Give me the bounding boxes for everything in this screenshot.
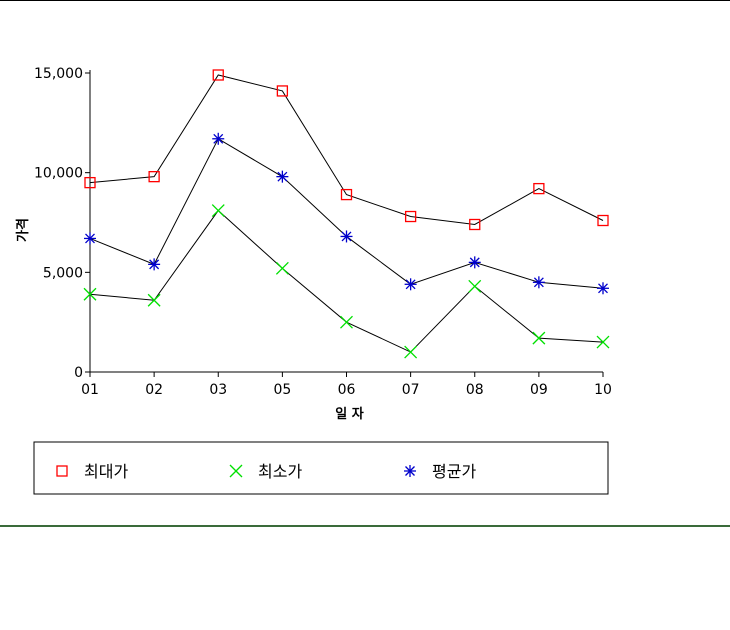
y-tick-labels: 0 5,000 10,000 15,000 bbox=[34, 66, 83, 381]
data-point bbox=[275, 261, 289, 275]
legend-label: 최소가 bbox=[258, 462, 302, 481]
x-tick-label: 10 bbox=[594, 382, 612, 398]
data-point bbox=[468, 256, 481, 269]
data-point bbox=[212, 69, 224, 81]
data-point bbox=[84, 176, 96, 189]
legend-marker bbox=[229, 464, 243, 478]
data-point bbox=[340, 315, 353, 329]
x-tick-label: 03 bbox=[209, 382, 227, 398]
data-point bbox=[469, 218, 481, 231]
x-tick-label: 06 bbox=[338, 382, 356, 398]
data-point bbox=[597, 214, 609, 227]
x-tick-labels: 01 02 03 05 06 07 08 09 10 bbox=[81, 382, 612, 398]
data-point bbox=[276, 170, 289, 183]
series-line bbox=[89, 138, 604, 289]
data-point bbox=[211, 204, 225, 217]
legend-item: 최소가 bbox=[229, 462, 302, 481]
legend-item: 최대가 bbox=[56, 462, 128, 481]
legend-label: 평균가 bbox=[432, 462, 476, 481]
data-point bbox=[533, 182, 545, 195]
legend-marker bbox=[404, 465, 416, 477]
bottom-border bbox=[0, 525, 730, 527]
x-tick-label: 02 bbox=[145, 382, 163, 398]
x-axis-label: 일 자 bbox=[335, 407, 363, 422]
data-point bbox=[212, 132, 225, 145]
x-tick-label: 09 bbox=[530, 382, 548, 398]
legend-item: 평균가 bbox=[404, 462, 476, 481]
legend-marker bbox=[56, 465, 68, 477]
data-point bbox=[404, 345, 418, 359]
data-point bbox=[83, 287, 97, 301]
data-point bbox=[84, 232, 96, 245]
data-point bbox=[597, 282, 609, 295]
series-line bbox=[89, 74, 604, 226]
chart-axes bbox=[85, 70, 604, 377]
data-point bbox=[532, 276, 545, 289]
legend-box bbox=[33, 441, 609, 495]
x-tick-label: 07 bbox=[402, 382, 420, 398]
series-3 bbox=[84, 132, 609, 295]
data-point bbox=[276, 85, 289, 97]
y-tick-label: 5,000 bbox=[43, 265, 83, 281]
x-tick-label: 01 bbox=[81, 382, 99, 398]
series-1 bbox=[84, 69, 609, 231]
legend: 최대가 최소가 평균가 bbox=[33, 441, 609, 495]
legend-label: 최대가 bbox=[84, 462, 128, 481]
y-axis-label: 가격 bbox=[16, 218, 31, 242]
data-point bbox=[340, 230, 353, 243]
data-point bbox=[148, 258, 161, 271]
data-point bbox=[340, 188, 353, 201]
data-point bbox=[148, 171, 160, 183]
x-tick-label: 05 bbox=[273, 382, 291, 398]
y-tick-label: 15,000 bbox=[34, 66, 83, 82]
data-point bbox=[532, 331, 546, 345]
top-border bbox=[0, 0, 730, 1]
data-point bbox=[404, 210, 417, 223]
series-2 bbox=[83, 204, 610, 359]
x-tick-label: 08 bbox=[466, 382, 484, 398]
data-point bbox=[404, 278, 417, 291]
series-group bbox=[83, 69, 610, 359]
data-point bbox=[596, 335, 610, 349]
data-point bbox=[468, 279, 482, 293]
y-tick-label: 10,000 bbox=[34, 166, 83, 182]
y-tick-label: 0 bbox=[74, 365, 83, 381]
data-point bbox=[147, 293, 161, 307]
